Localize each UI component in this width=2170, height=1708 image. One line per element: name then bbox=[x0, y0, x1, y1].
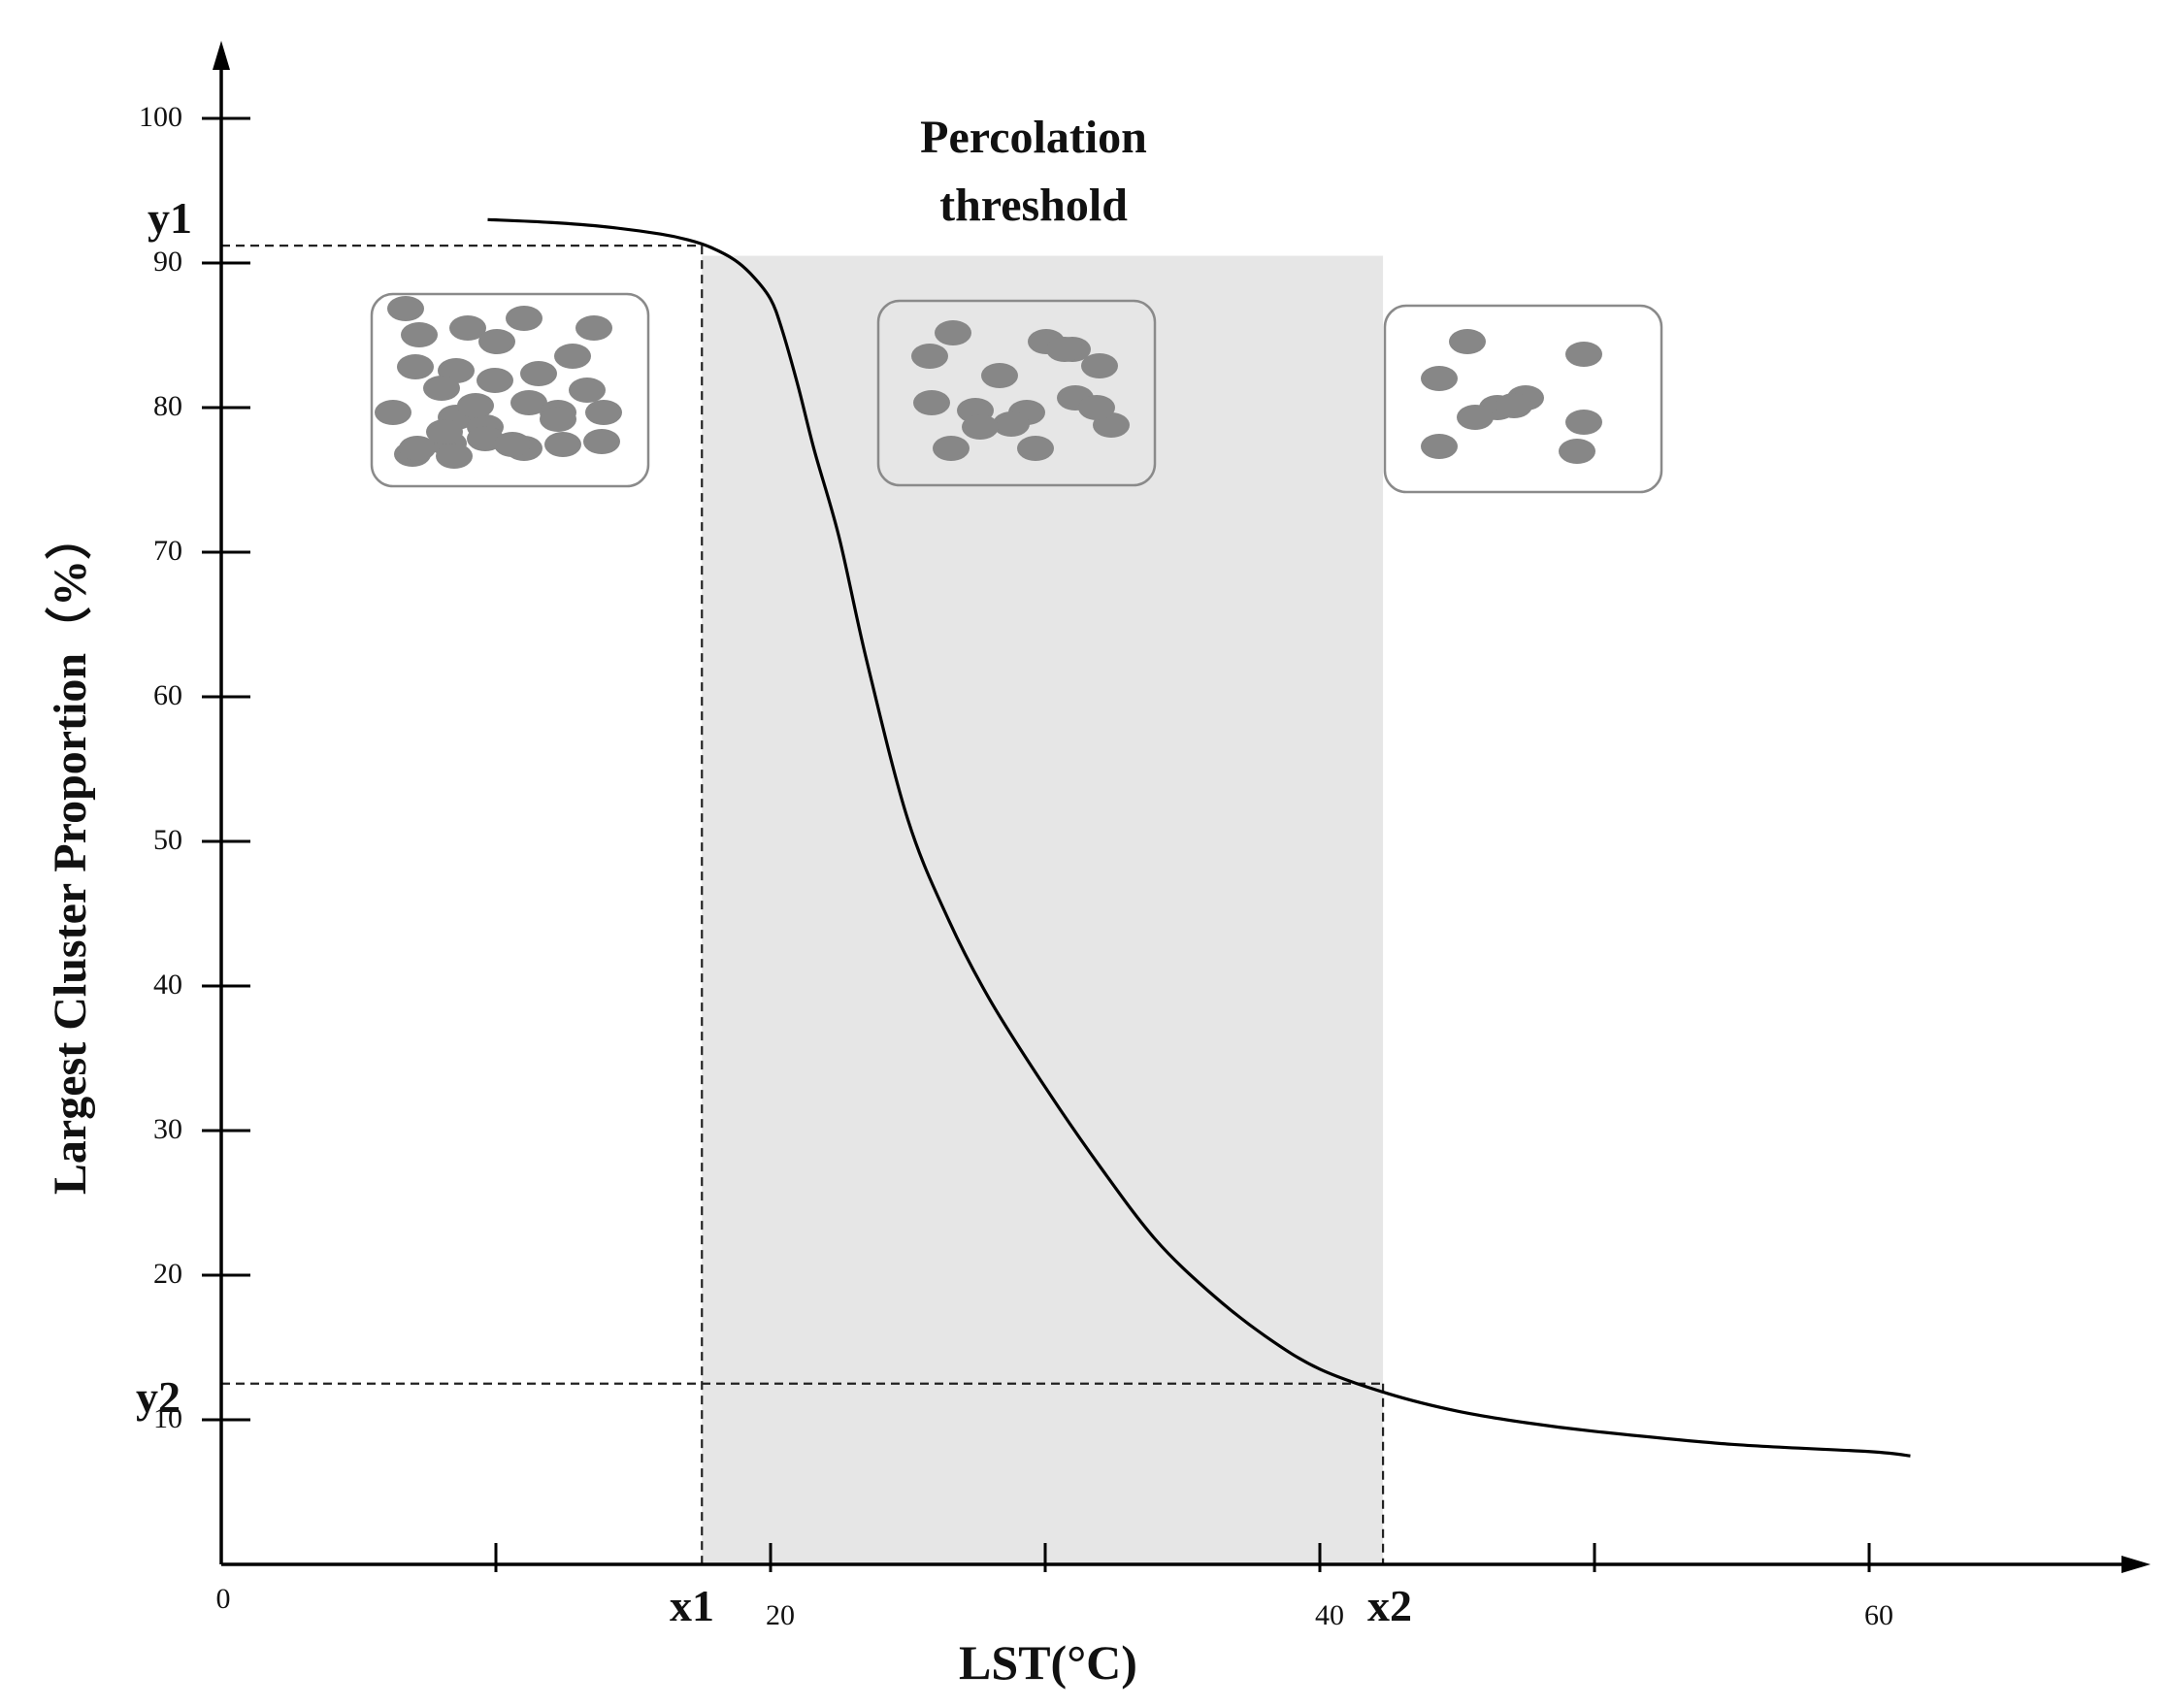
y-axis-arrow bbox=[213, 41, 230, 70]
chart-title-line-1: Percolation bbox=[920, 112, 1147, 163]
x-axis-label: LST(°C) bbox=[959, 1635, 1137, 1690]
y-tick-label-80: 80 bbox=[153, 390, 182, 422]
y-tick-label-90: 90 bbox=[153, 246, 182, 278]
inset-patch bbox=[1565, 410, 1602, 435]
series-curve bbox=[487, 217, 1911, 1458]
series bbox=[487, 217, 1911, 1458]
inset-patch bbox=[375, 400, 411, 425]
y-tick-label-10: 10 bbox=[153, 1402, 182, 1434]
x-axis-arrow bbox=[2121, 1556, 2151, 1573]
inset-medium bbox=[876, 299, 1157, 487]
y-tick-label-100: 100 bbox=[139, 101, 182, 133]
axes bbox=[213, 41, 2151, 1573]
inset-patch bbox=[1017, 436, 1054, 461]
inset-patch bbox=[1078, 395, 1115, 420]
inset-patch bbox=[933, 436, 970, 461]
shaded-region bbox=[702, 255, 1384, 1564]
y-tick-label-30: 30 bbox=[153, 1113, 182, 1145]
inset-patch bbox=[575, 315, 612, 341]
insets bbox=[370, 292, 1663, 494]
x1-label: x1 bbox=[670, 1581, 714, 1630]
inset-patch bbox=[401, 322, 438, 347]
inset-patch bbox=[1565, 342, 1602, 367]
inset-patch bbox=[1421, 434, 1458, 459]
inset-patch bbox=[449, 315, 486, 341]
percolation-threshold-region bbox=[702, 255, 1384, 1564]
x-tick-label-20: 20 bbox=[766, 1599, 795, 1631]
reference-lines bbox=[221, 245, 1385, 1564]
inset-patch bbox=[397, 354, 434, 379]
inset-patch bbox=[426, 419, 463, 444]
inset-patch bbox=[1421, 366, 1458, 391]
inset-patch bbox=[585, 400, 622, 425]
x-tick-label-0: 0 bbox=[216, 1583, 231, 1615]
inset-patch bbox=[935, 320, 971, 345]
y-tick-label-50: 50 bbox=[153, 824, 182, 856]
inset-patch bbox=[1496, 393, 1532, 418]
inset-frame bbox=[1383, 304, 1663, 494]
y-tick-label-60: 60 bbox=[153, 679, 182, 711]
y-axis-label: Largest Cluster Proportion（%） bbox=[45, 513, 96, 1195]
inset-patch bbox=[436, 443, 473, 469]
inset-patch bbox=[494, 432, 531, 457]
inset-patch bbox=[1559, 439, 1595, 464]
inset-patch bbox=[544, 432, 581, 457]
ticks: 10 20 30 40 50 60 70 80 90 100 0 20 40 60 bbox=[139, 101, 1893, 1631]
inset-patch bbox=[1046, 337, 1083, 362]
inset-patch bbox=[962, 414, 999, 440]
inset-patch bbox=[993, 411, 1030, 437]
inset-patch bbox=[1449, 329, 1486, 354]
x2-label: x2 bbox=[1367, 1581, 1412, 1630]
inset-patch bbox=[569, 378, 606, 403]
inset-sparse bbox=[1383, 304, 1663, 494]
y1-label: y1 bbox=[148, 193, 192, 243]
y2-label: y2 bbox=[136, 1372, 181, 1422]
inset-patch bbox=[981, 363, 1018, 388]
inset-patch bbox=[506, 306, 542, 331]
inset-patch bbox=[477, 368, 513, 393]
inset-patch bbox=[1457, 405, 1494, 430]
inset-patch bbox=[583, 429, 620, 454]
y-tick-label-40: 40 bbox=[153, 969, 182, 1001]
inset-patch bbox=[387, 296, 424, 321]
inset-patch bbox=[520, 361, 557, 386]
inset-frame bbox=[370, 292, 650, 488]
inset-patch bbox=[913, 390, 950, 415]
inset-patch bbox=[457, 393, 494, 418]
inset-patch bbox=[1081, 353, 1118, 378]
inset-patch bbox=[399, 436, 436, 461]
x-tick-label-40: 40 bbox=[1315, 1599, 1344, 1631]
inset-dense bbox=[370, 292, 650, 488]
inset-patch bbox=[911, 344, 948, 369]
inset-patch bbox=[540, 407, 576, 432]
x-tick-label-60: 60 bbox=[1864, 1599, 1893, 1631]
y-tick-label-20: 20 bbox=[153, 1258, 182, 1290]
inset-patch bbox=[554, 344, 591, 369]
inset-patch bbox=[478, 329, 515, 354]
inset-patch bbox=[423, 376, 460, 401]
y-tick-label-70: 70 bbox=[153, 535, 182, 567]
inset-frame bbox=[876, 299, 1157, 487]
inset-patch bbox=[510, 390, 547, 415]
chart-title-line-2: threshold bbox=[939, 180, 1128, 231]
